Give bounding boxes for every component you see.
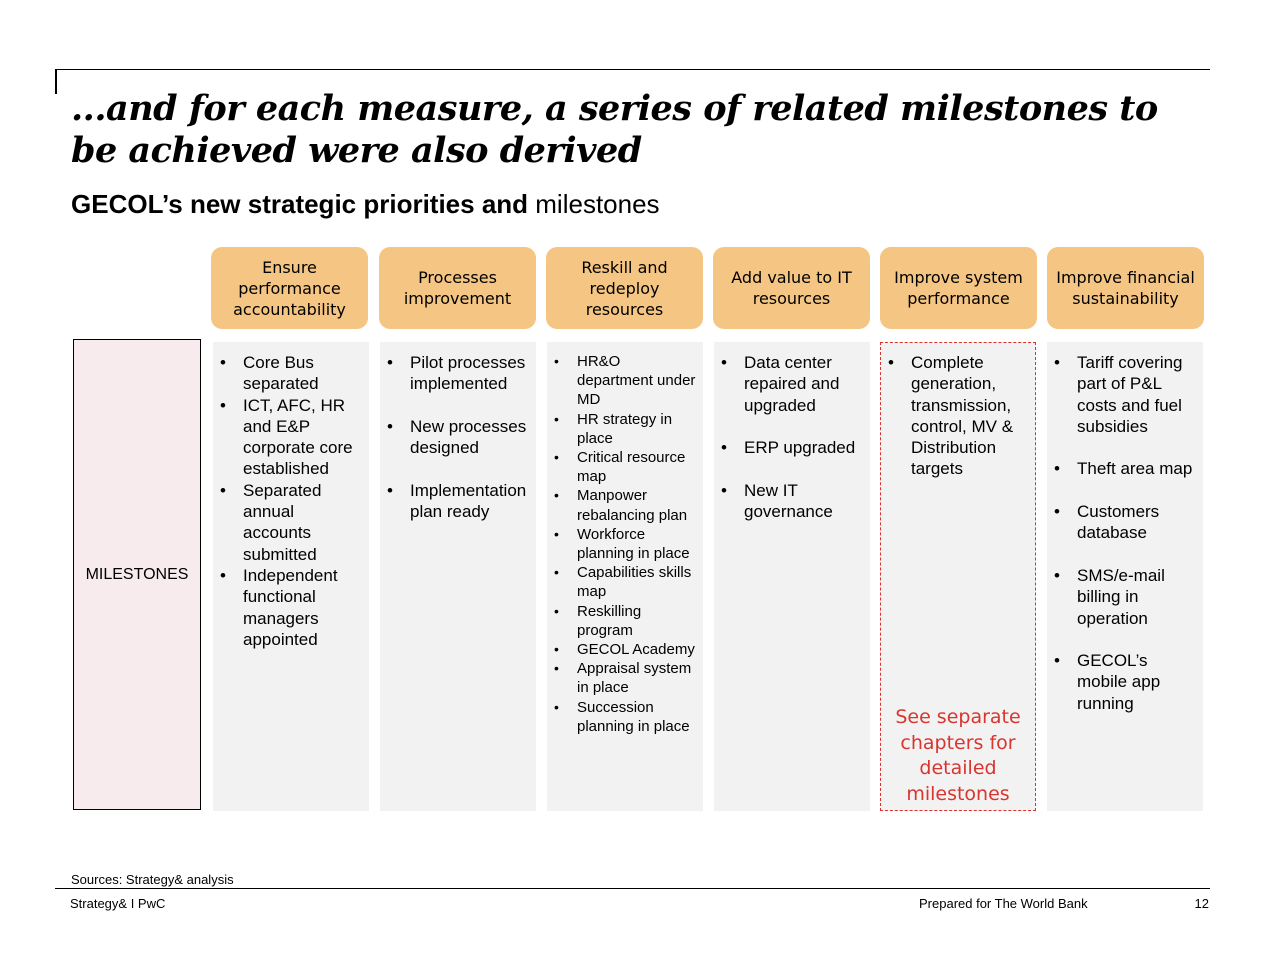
column-accountability: Core Bus separated ICT, AFC, HR and E&P …	[213, 342, 369, 811]
list-item: Critical resource map	[551, 448, 699, 486]
list-item: Independent functional managers appointe…	[217, 565, 365, 650]
column-system-performance: Complete generation, transmission, contr…	[880, 342, 1036, 811]
page-number: 12	[1194, 896, 1209, 911]
header-processes: Processes improvement	[379, 247, 536, 329]
list-item: Core Bus separated	[217, 352, 365, 395]
list-item: New processes designed	[384, 416, 532, 459]
list-item: HR strategy in place	[551, 410, 699, 448]
footer-prepared-for: Prepared for The World Bank	[919, 896, 1088, 911]
list-item: Data center repaired and upgraded	[718, 352, 866, 416]
slide-title: ...and for each measure, a series of rel…	[71, 88, 1158, 171]
milestones-label-box: MILESTONES	[73, 339, 201, 810]
list-item: GECOL Academy	[551, 640, 699, 659]
milestone-list: Pilot processes implemented New processe…	[384, 352, 532, 522]
milestone-list: Data center repaired and upgraded ERP up…	[718, 352, 866, 522]
list-item: Tariff covering part of P&L costs and fu…	[1051, 352, 1199, 437]
list-item: Complete generation, transmission, contr…	[885, 352, 1031, 480]
column-processes: Pilot processes implemented New processe…	[380, 342, 536, 811]
top-rule	[55, 69, 1210, 70]
corner-mark	[55, 69, 57, 94]
header-reskill: Reskill and redeploy resources	[546, 247, 703, 329]
list-item: Capabilities skills map	[551, 563, 699, 601]
sources-note: Sources: Strategy& analysis	[71, 872, 234, 887]
list-item: Succession planning in place	[551, 698, 699, 736]
list-item: Separated annual accounts submitted	[217, 480, 365, 565]
header-accountability: Ensure performance accountability	[211, 247, 368, 329]
list-item: Pilot processes implemented	[384, 352, 532, 395]
header-system-performance: Improve system performance	[880, 247, 1037, 329]
milestone-list: HR&O department under MD HR strategy in …	[551, 352, 699, 736]
header-financial: Improve financial sustainability	[1047, 247, 1204, 329]
list-item: GECOL’s mobile app running	[1051, 650, 1199, 714]
list-item: Customers database	[1051, 501, 1199, 544]
list-item: SMS/e-mail billing in operation	[1051, 565, 1199, 629]
milestone-list: Tariff covering part of P&L costs and fu…	[1051, 352, 1199, 714]
milestone-list: Core Bus separated ICT, AFC, HR and E&P …	[217, 352, 365, 650]
milestone-list: Complete generation, transmission, contr…	[885, 352, 1031, 480]
subtitle-bold: GECOL’s new strategic priorities and	[71, 189, 529, 219]
column-it-resources: Data center repaired and upgraded ERP up…	[714, 342, 870, 811]
see-chapters-note: See separate chapters for detailed miles…	[895, 706, 1021, 805]
milestones-label: MILESTONES	[85, 565, 189, 583]
list-item: Manpower rebalancing plan	[551, 486, 699, 524]
list-item: ERP upgraded	[718, 437, 866, 459]
header-it-resources: Add value to IT resources	[713, 247, 870, 329]
list-item: Reskilling program	[551, 602, 699, 640]
list-item: Workforce planning in place	[551, 525, 699, 563]
list-item: ICT, AFC, HR and E&P corporate core esta…	[217, 395, 365, 480]
list-item: Implementation plan ready	[384, 480, 532, 523]
subtitle-regular: milestones	[528, 189, 660, 219]
list-item: New IT governance	[718, 480, 866, 523]
footer-rule	[55, 888, 1210, 889]
list-item: HR&O department under MD	[551, 352, 699, 410]
footer-brand: Strategy& I PwC	[70, 896, 166, 911]
list-item: Theft area map	[1051, 458, 1199, 480]
column-reskill: HR&O department under MD HR strategy in …	[547, 342, 703, 811]
list-item: Appraisal system in place	[551, 659, 699, 697]
slide-subtitle: GECOL’s new strategic priorities and mil…	[71, 188, 660, 220]
column-financial: Tariff covering part of P&L costs and fu…	[1047, 342, 1203, 811]
